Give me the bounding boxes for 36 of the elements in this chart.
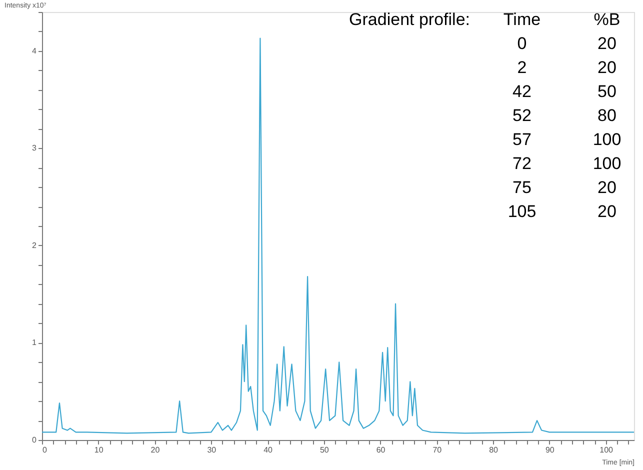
y-tick-label: 2 <box>32 240 38 250</box>
annotation: 42 <box>512 82 532 101</box>
x-tick-label: 20 <box>150 446 160 454</box>
x-tick-label: 80 <box>489 446 499 454</box>
annotation: 2 <box>517 58 527 77</box>
line-series <box>41 38 635 434</box>
annotation: 105 <box>508 202 536 221</box>
annotation: 20 <box>598 34 616 53</box>
x-tick-label: 70 <box>432 446 442 454</box>
annotation: 57 <box>512 130 532 149</box>
annotation: 20 <box>598 58 616 77</box>
annotation: 100 <box>592 154 622 173</box>
annotation: 75 <box>512 178 532 197</box>
annotation: 50 <box>598 82 616 101</box>
y-tick-label: 1 <box>32 338 38 348</box>
annotation: Gradient profile: <box>349 10 470 29</box>
y-tick-label: 3 <box>32 144 38 153</box>
x-tick-label: 10 <box>94 446 104 454</box>
annotation: 20 <box>598 178 616 197</box>
x-tick-label: 50 <box>320 446 330 454</box>
y-tick-label: 4 <box>32 46 38 56</box>
x-tick-label: 100 <box>600 446 614 454</box>
annotation: 20 <box>598 202 616 221</box>
annotation: 52 <box>512 106 532 125</box>
annotation: %B <box>594 10 620 29</box>
x-tick-label: 30 <box>207 446 217 454</box>
x-tick-label: 0 <box>42 446 48 454</box>
x-tick-label: 40 <box>264 446 274 454</box>
x-tick-label: 60 <box>376 446 386 454</box>
annotation: 80 <box>598 106 616 125</box>
annotation: 100 <box>592 130 622 149</box>
y-tick-label: 0 <box>32 436 38 444</box>
annotation: 0 <box>517 34 527 53</box>
annotation: 72 <box>512 154 532 173</box>
annotation: Time <box>503 10 541 29</box>
x-tick-label: 90 <box>545 446 555 454</box>
